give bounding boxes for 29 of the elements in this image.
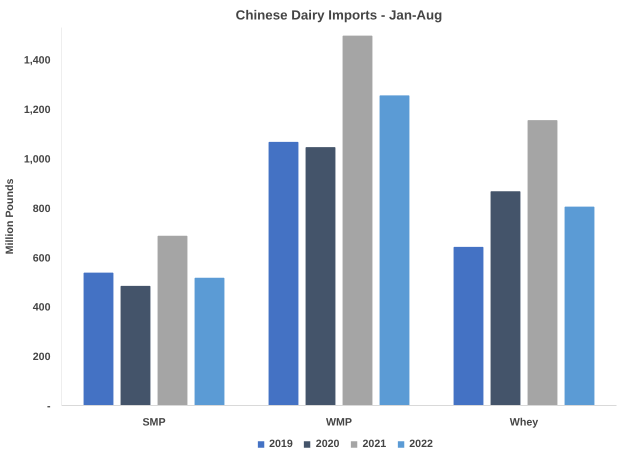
bar <box>158 236 188 406</box>
legend-label: 2021 <box>362 438 386 450</box>
legend-label: 2019 <box>269 438 293 450</box>
y-tick-label: 1,400 <box>24 54 51 67</box>
bar <box>528 120 558 406</box>
y-axis-title: Million Pounds <box>4 178 16 254</box>
bar <box>342 36 372 406</box>
y-tick-label: 800 <box>32 202 51 215</box>
bar <box>454 246 484 406</box>
legend-label: 2022 <box>409 438 433 450</box>
bar <box>380 95 410 406</box>
y-tick-label: 1,200 <box>24 104 51 116</box>
bar <box>268 142 298 406</box>
bar <box>490 191 520 406</box>
x-tick-label: WMP <box>326 416 352 428</box>
y-tick-label: 1,000 <box>24 153 51 166</box>
x-tick-label: Whey <box>510 416 538 428</box>
bar <box>84 272 114 406</box>
y-tick-label: 400 <box>32 302 51 314</box>
x-tick-label: SMP <box>142 416 166 428</box>
bar <box>564 206 594 406</box>
y-tick-label: 200 <box>32 351 51 364</box>
chart-title: Chinese Dairy Imports - Jan-Aug <box>236 8 442 22</box>
bar <box>306 147 336 406</box>
legend-label: 2020 <box>316 438 340 450</box>
bar <box>194 278 224 406</box>
bar <box>120 286 150 406</box>
y-tick-label: - <box>46 400 51 412</box>
y-tick-label: 600 <box>32 252 51 264</box>
